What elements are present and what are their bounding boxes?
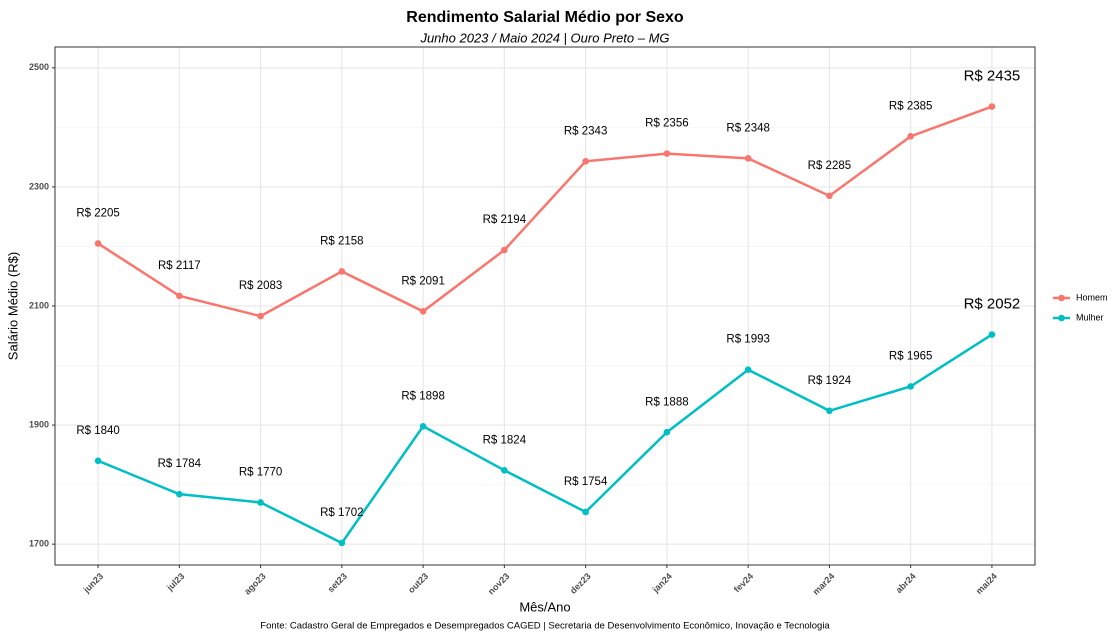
x-axis-title: Mês/Ano (519, 599, 570, 614)
point (338, 268, 346, 275)
point (94, 457, 102, 465)
series-line (97, 105, 993, 318)
point (176, 490, 183, 498)
point (419, 308, 427, 315)
point (501, 467, 508, 474)
data-label: R$ 2205 (76, 208, 119, 220)
point (663, 150, 671, 157)
x-tick-label: jan24 (650, 571, 674, 595)
point (907, 133, 914, 140)
data-label: R$ 1888 (645, 396, 688, 408)
caption: Fonte: Cadastro Geral de Empregados e De… (260, 621, 830, 632)
data-label: R$ 2158 (320, 235, 363, 247)
chart-title: Rendimento Salarial Médio por Sexo (406, 9, 684, 26)
data-label: R$ 2083 (239, 280, 282, 292)
y-tick-label: 1700 (29, 539, 49, 549)
data-label: R$ 1702 (320, 507, 363, 519)
point (501, 246, 508, 254)
series-line (97, 333, 993, 545)
data-label: R$ 1993 (726, 334, 769, 346)
x-tick-label: out23 (406, 571, 430, 595)
x-tick-label: jul23 (164, 571, 186, 593)
data-label: R$ 1824 (483, 434, 527, 446)
x-tick-label: mai24 (974, 571, 999, 596)
data-label: R$ 1770 (239, 467, 282, 479)
x-tick-label: nov23 (486, 571, 511, 596)
point (257, 499, 264, 506)
legend-point (1058, 314, 1065, 322)
y-tick-label: 2300 (29, 181, 49, 191)
x-tick-label: dez23 (568, 571, 593, 596)
point (176, 292, 183, 300)
x-tick-label: ago23 (242, 571, 267, 596)
data-label: R$ 2356 (645, 118, 688, 130)
data-label: R$ 2091 (401, 275, 444, 287)
data-label: R$ 2348 (726, 122, 769, 134)
y-tick-label: 2100 (29, 300, 49, 310)
point (744, 155, 752, 162)
point (582, 508, 589, 516)
point (94, 240, 102, 247)
point (826, 407, 833, 415)
point (257, 312, 264, 320)
data-label: R$ 2285 (808, 160, 851, 172)
data-label: R$ 1965 (889, 350, 932, 362)
data-label: R$ 2343 (564, 125, 607, 137)
data-label: R$ 2385 (889, 100, 932, 112)
point (907, 383, 914, 390)
x-tick-label: jun23 (81, 571, 105, 595)
point (338, 539, 346, 547)
point (826, 192, 833, 200)
data-label: R$ 2052 (964, 296, 1021, 313)
chart-subtitle: Junho 2023 / Maio 2024 | Ouro Preto – MG (419, 30, 669, 45)
point (663, 428, 671, 436)
plot-border (54, 46, 1036, 566)
legend-label: Homem (1076, 292, 1108, 302)
data-label: R$ 1840 (76, 425, 119, 437)
y-axis-title: Salário Médio (R$) (5, 252, 20, 360)
data-label: R$ 1898 (401, 390, 444, 402)
y-tick-label: 2500 (29, 62, 49, 72)
x-tick-label: fev24 (732, 571, 755, 594)
x-tick-label: abr24 (894, 571, 918, 595)
point (419, 422, 427, 430)
data-label: R$ 1754 (564, 476, 608, 488)
legend-point (1058, 294, 1065, 302)
point (744, 366, 752, 374)
legend-label: Mulher (1076, 312, 1104, 322)
point (988, 103, 996, 110)
data-label: R$ 1784 (158, 458, 202, 470)
data-label: R$ 2194 (483, 214, 527, 226)
point (988, 331, 996, 338)
x-tick-label: mar24 (811, 571, 837, 597)
x-tick-label: set23 (326, 571, 349, 594)
point (582, 158, 589, 165)
y-tick-label: 1900 (29, 419, 49, 429)
data-label: R$ 2435 (964, 68, 1021, 85)
data-label: R$ 1924 (808, 375, 852, 387)
data-label: R$ 2117 (158, 260, 201, 272)
